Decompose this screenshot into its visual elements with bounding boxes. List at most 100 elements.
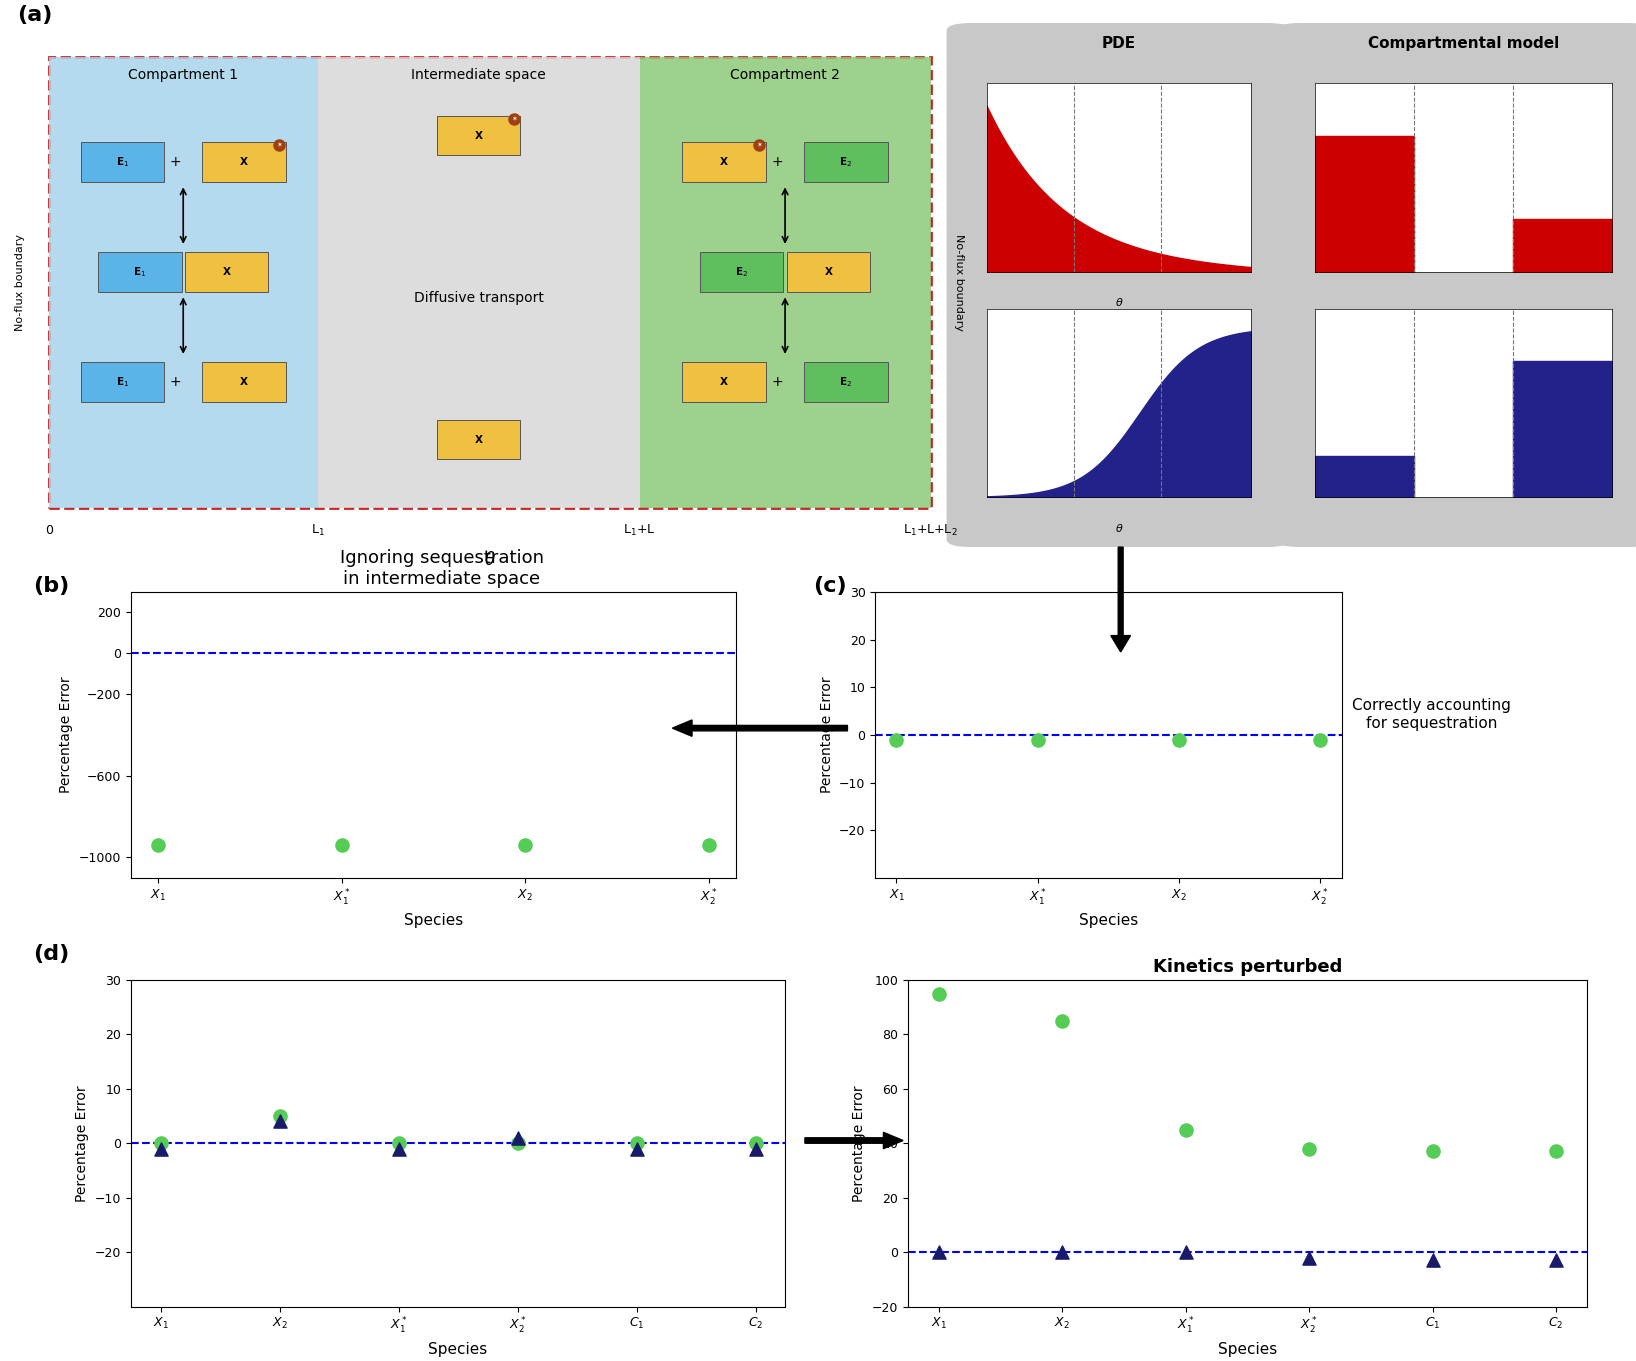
Point	[1024, 729, 1050, 751]
Point	[1296, 1138, 1322, 1160]
Text: +: +	[170, 155, 182, 169]
Text: E$_2$: E$_2$	[839, 155, 852, 169]
Bar	[700, 252, 784, 291]
Bar	[49, 57, 317, 508]
Bar	[437, 116, 520, 155]
Text: No-flux boundary: No-flux boundary	[954, 234, 964, 331]
Text: (d): (d)	[33, 943, 69, 964]
Text: ✶: ✶	[510, 116, 517, 122]
Text: X: X	[825, 267, 833, 276]
Text: X: X	[240, 157, 249, 167]
Point	[1296, 1247, 1322, 1268]
Text: X: X	[474, 131, 483, 140]
X-axis label: Species: Species	[1217, 1342, 1278, 1357]
Point	[329, 834, 355, 856]
Text: +: +	[170, 376, 182, 389]
Text: Ignoring sequestration
in intermediate space: Ignoring sequestration in intermediate s…	[340, 548, 543, 588]
Text: (a): (a)	[16, 4, 52, 24]
Bar	[98, 252, 182, 291]
Text: E$_2$: E$_2$	[735, 265, 748, 279]
Bar	[787, 252, 870, 291]
Point	[743, 1132, 769, 1154]
Point	[1173, 1241, 1199, 1263]
Text: No-flux boundary: No-flux boundary	[15, 234, 25, 331]
Text: Diffusive transport: Diffusive transport	[414, 291, 543, 305]
Text: Intermediate space: Intermediate space	[411, 68, 546, 82]
Point	[512, 834, 538, 856]
Text: (c): (c)	[813, 576, 847, 596]
Text: $\theta$: $\theta$	[1114, 521, 1124, 534]
Point	[147, 1138, 173, 1160]
Point	[504, 1127, 530, 1149]
Bar	[80, 362, 164, 401]
Point	[1543, 1141, 1569, 1162]
Bar	[80, 143, 164, 181]
X-axis label: Species: Species	[429, 1342, 488, 1357]
Text: X: X	[720, 157, 728, 167]
Bar	[49, 57, 931, 508]
Text: Correctly accounting
for sequestration: Correctly accounting for sequestration	[1351, 698, 1512, 731]
X-axis label: Species: Species	[1078, 913, 1139, 928]
Text: +: +	[771, 376, 784, 389]
Text: X: X	[222, 267, 231, 276]
Point	[1307, 729, 1333, 751]
Text: ✶: ✶	[756, 142, 762, 148]
Bar	[805, 143, 888, 181]
Text: (b): (b)	[33, 576, 69, 596]
Text: X: X	[474, 434, 483, 445]
Point	[146, 834, 172, 856]
Y-axis label: Percentage Error: Percentage Error	[75, 1085, 90, 1202]
Point	[1420, 1249, 1446, 1271]
Text: Compartment 1: Compartment 1	[128, 68, 239, 82]
Text: $\theta$: $\theta$	[484, 551, 496, 569]
Point	[1543, 1249, 1569, 1271]
Point	[926, 1241, 952, 1263]
FancyBboxPatch shape	[947, 23, 1291, 547]
Point	[386, 1138, 412, 1160]
Text: ✶: ✶	[276, 142, 283, 148]
Point	[623, 1138, 649, 1160]
Point	[267, 1105, 293, 1127]
Text: $\theta$: $\theta$	[1114, 297, 1124, 309]
Text: X: X	[720, 377, 728, 387]
Bar	[203, 362, 286, 401]
Point	[1173, 1119, 1199, 1141]
Title: Kinetics perturbed: Kinetics perturbed	[1153, 958, 1342, 976]
Text: L$_1$: L$_1$	[311, 523, 324, 538]
Text: PDE: PDE	[1103, 37, 1135, 52]
Point	[926, 983, 952, 1004]
Point	[267, 1111, 293, 1132]
Bar	[682, 143, 766, 181]
Text: E$_1$: E$_1$	[116, 376, 129, 389]
Bar	[317, 57, 640, 508]
Text: +: +	[771, 155, 784, 169]
Point	[883, 729, 910, 751]
Point	[386, 1132, 412, 1154]
Text: L$_1$+L+L$_2$: L$_1$+L+L$_2$	[903, 523, 957, 538]
Point	[504, 1132, 530, 1154]
Bar	[203, 143, 286, 181]
Point	[743, 1138, 769, 1160]
Bar	[682, 362, 766, 401]
Text: X: X	[240, 377, 249, 387]
Text: E$_2$: E$_2$	[839, 376, 852, 389]
Y-axis label: Percentage Error: Percentage Error	[820, 676, 834, 793]
Text: E$_1$: E$_1$	[134, 265, 147, 279]
X-axis label: Species: Species	[404, 913, 463, 928]
Point	[695, 834, 721, 856]
FancyBboxPatch shape	[1276, 23, 1636, 547]
Bar	[805, 362, 888, 401]
Y-axis label: Percentage Error: Percentage Error	[59, 676, 74, 793]
Point	[147, 1132, 173, 1154]
Point	[1049, 1010, 1075, 1032]
Point	[623, 1132, 649, 1154]
Point	[1420, 1141, 1446, 1162]
Text: Compartment 2: Compartment 2	[730, 68, 839, 82]
Text: Compartmental model: Compartmental model	[1368, 37, 1559, 52]
Point	[1166, 729, 1193, 751]
Text: L$_1$+L: L$_1$+L	[623, 523, 656, 538]
Bar	[185, 252, 268, 291]
Text: 0: 0	[44, 524, 52, 538]
Text: E$_1$: E$_1$	[116, 155, 129, 169]
Bar	[437, 421, 520, 459]
